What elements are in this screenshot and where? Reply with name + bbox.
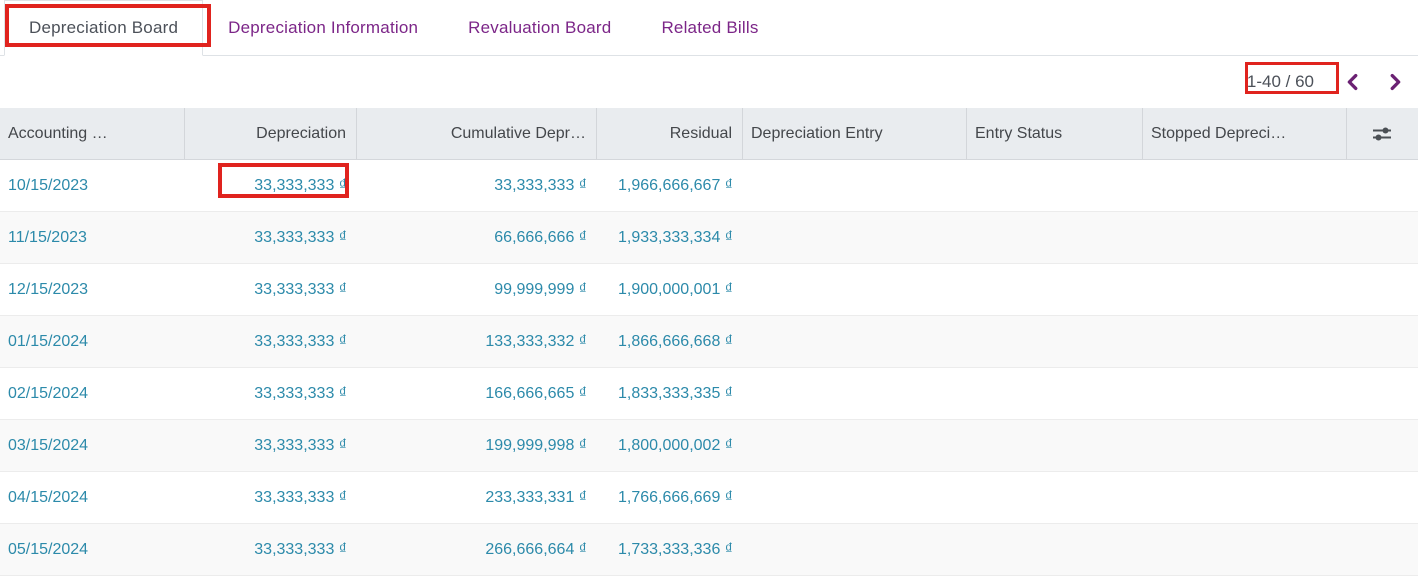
- row-spacer-cell: [1347, 420, 1418, 471]
- stopped-depreciation-cell: [1143, 212, 1347, 263]
- residual-cell: 1,900,000,001 ₫: [618, 280, 733, 298]
- row-spacer-cell: [1347, 160, 1418, 211]
- stopped-depreciation-cell: [1143, 264, 1347, 315]
- depreciation-cell: 33,333,333 ₫: [254, 384, 347, 402]
- depreciation-entry-cell: [743, 212, 967, 263]
- entry-status-cell: [967, 420, 1143, 471]
- cumulative-depreciation-cell: 199,999,998 ₫: [485, 436, 587, 454]
- tab-revaluation-board[interactable]: Revaluation Board: [468, 17, 612, 37]
- stopped-depreciation-cell: [1143, 316, 1347, 367]
- tab-related-bills[interactable]: Related Bills: [661, 17, 759, 37]
- depreciation-entry-cell: [743, 420, 967, 471]
- accounting-date-cell: 03/15/2024: [8, 436, 89, 454]
- pager-next-button[interactable]: [1382, 69, 1408, 95]
- depreciation-cell: 33,333,333 ₫: [254, 280, 347, 298]
- pager-range[interactable]: 1-40 / 60: [1246, 72, 1314, 91]
- entry-status-cell: [967, 472, 1143, 523]
- residual-cell: 1,766,666,669 ₫: [618, 488, 733, 506]
- column-header-depreciation-entry[interactable]: Depreciation Entry: [743, 108, 967, 159]
- entry-status-cell: [967, 160, 1143, 211]
- depreciation-cell: 33,333,333 ₫: [254, 176, 347, 194]
- depreciation-cell: 33,333,333 ₫: [254, 228, 347, 246]
- accounting-date-cell: 12/15/2023: [8, 280, 89, 298]
- cumulative-depreciation-cell: 66,666,666 ₫: [494, 228, 587, 246]
- sliders-icon: [1370, 122, 1394, 146]
- depreciation-cell: 33,333,333 ₫: [254, 436, 347, 454]
- row-spacer-cell: [1347, 472, 1418, 523]
- stopped-depreciation-cell: [1143, 472, 1347, 523]
- table-row[interactable]: 05/15/2024 33,333,333 ₫ 266,666,664 ₫ 1,…: [0, 524, 1418, 576]
- table-header-row: Accounting … Depreciation Cumulative Dep…: [0, 108, 1418, 160]
- row-spacer-cell: [1347, 368, 1418, 419]
- residual-cell: 1,733,333,336 ₫: [618, 540, 733, 558]
- entry-status-cell: [967, 368, 1143, 419]
- stopped-depreciation-cell: [1143, 420, 1347, 471]
- table-row[interactable]: 02/15/2024 33,333,333 ₫ 166,666,665 ₫ 1,…: [0, 368, 1418, 420]
- table-row[interactable]: 01/15/2024 33,333,333 ₫ 133,333,332 ₫ 1,…: [0, 316, 1418, 368]
- notebook-tab-bar: Depreciation Board Depreciation Informat…: [0, 0, 1418, 56]
- residual-cell: 1,800,000,002 ₫: [618, 436, 733, 454]
- residual-cell: 1,933,333,334 ₫: [618, 228, 733, 246]
- accounting-date-cell: 05/15/2024: [8, 540, 89, 558]
- table-body: 10/15/2023 33,333,333 ₫ 33,333,333 ₫ 1,9…: [0, 160, 1418, 576]
- cumulative-depreciation-cell: 233,333,331 ₫: [485, 488, 587, 506]
- row-spacer-cell: [1347, 264, 1418, 315]
- depreciation-entry-cell: [743, 472, 967, 523]
- residual-cell: 1,833,333,335 ₫: [618, 384, 733, 402]
- depreciation-entry-cell: [743, 160, 967, 211]
- accounting-date-cell: 04/15/2024: [8, 488, 89, 506]
- cumulative-depreciation-cell: 133,333,332 ₫: [485, 332, 587, 350]
- accounting-date-cell: 02/15/2024: [8, 384, 89, 402]
- table-row[interactable]: 11/15/2023 33,333,333 ₫ 66,666,666 ₫ 1,9…: [0, 212, 1418, 264]
- depreciation-cell: 33,333,333 ₫: [254, 540, 347, 558]
- entry-status-cell: [967, 264, 1143, 315]
- table-row[interactable]: 04/15/2024 33,333,333 ₫ 233,333,331 ₫ 1,…: [0, 472, 1418, 524]
- depreciation-cell: 33,333,333 ₫: [254, 332, 347, 350]
- pager: 1-40 / 60: [0, 56, 1418, 108]
- column-header-residual[interactable]: Residual: [597, 108, 743, 159]
- entry-status-cell: [967, 212, 1143, 263]
- row-spacer-cell: [1347, 316, 1418, 367]
- column-header-depreciation[interactable]: Depreciation: [185, 108, 357, 159]
- depreciation-entry-cell: [743, 264, 967, 315]
- pager-previous-button[interactable]: [1340, 69, 1366, 95]
- depreciation-cell: 33,333,333 ₫: [254, 488, 347, 506]
- cumulative-depreciation-cell: 33,333,333 ₫: [494, 176, 587, 194]
- depreciation-entry-cell: [743, 368, 967, 419]
- stopped-depreciation-cell: [1143, 160, 1347, 211]
- entry-status-cell: [967, 316, 1143, 367]
- tab-depreciation-board[interactable]: Depreciation Board: [4, 0, 204, 56]
- column-header-stopped-depreciation[interactable]: Stopped Depreci…: [1143, 108, 1347, 159]
- residual-cell: 1,966,666,667 ₫: [618, 176, 733, 194]
- stopped-depreciation-cell: [1143, 524, 1347, 575]
- accounting-date-cell: 01/15/2024: [8, 332, 89, 350]
- accounting-date-cell: 10/15/2023: [8, 176, 89, 194]
- entry-status-cell: [967, 524, 1143, 575]
- chevron-right-icon: [1384, 71, 1406, 93]
- optional-columns-toggle-button[interactable]: [1347, 108, 1418, 159]
- depreciation-entry-cell: [743, 524, 967, 575]
- chevron-left-icon: [1342, 71, 1364, 93]
- table-row[interactable]: 12/15/2023 33,333,333 ₫ 99,999,999 ₫ 1,9…: [0, 264, 1418, 316]
- depreciation-entry-cell: [743, 316, 967, 367]
- cumulative-depreciation-cell: 266,666,664 ₫: [485, 540, 587, 558]
- table-row[interactable]: 03/15/2024 33,333,333 ₫ 199,999,998 ₫ 1,…: [0, 420, 1418, 472]
- stopped-depreciation-cell: [1143, 368, 1347, 419]
- column-header-cumulative-depreciation[interactable]: Cumulative Depr…: [357, 108, 597, 159]
- tab-depreciation-information[interactable]: Depreciation Information: [228, 17, 419, 37]
- depreciation-board-table: Accounting … Depreciation Cumulative Dep…: [0, 108, 1418, 576]
- column-header-entry-status[interactable]: Entry Status: [967, 108, 1143, 159]
- table-row[interactable]: 10/15/2023 33,333,333 ₫ 33,333,333 ₫ 1,9…: [0, 160, 1418, 212]
- row-spacer-cell: [1347, 212, 1418, 263]
- row-spacer-cell: [1347, 524, 1418, 575]
- cumulative-depreciation-cell: 166,666,665 ₫: [485, 384, 587, 402]
- accounting-date-cell: 11/15/2023: [8, 228, 87, 246]
- residual-cell: 1,866,666,668 ₫: [618, 332, 733, 350]
- cumulative-depreciation-cell: 99,999,999 ₫: [494, 280, 587, 298]
- column-header-accounting-date[interactable]: Accounting …: [0, 108, 185, 159]
